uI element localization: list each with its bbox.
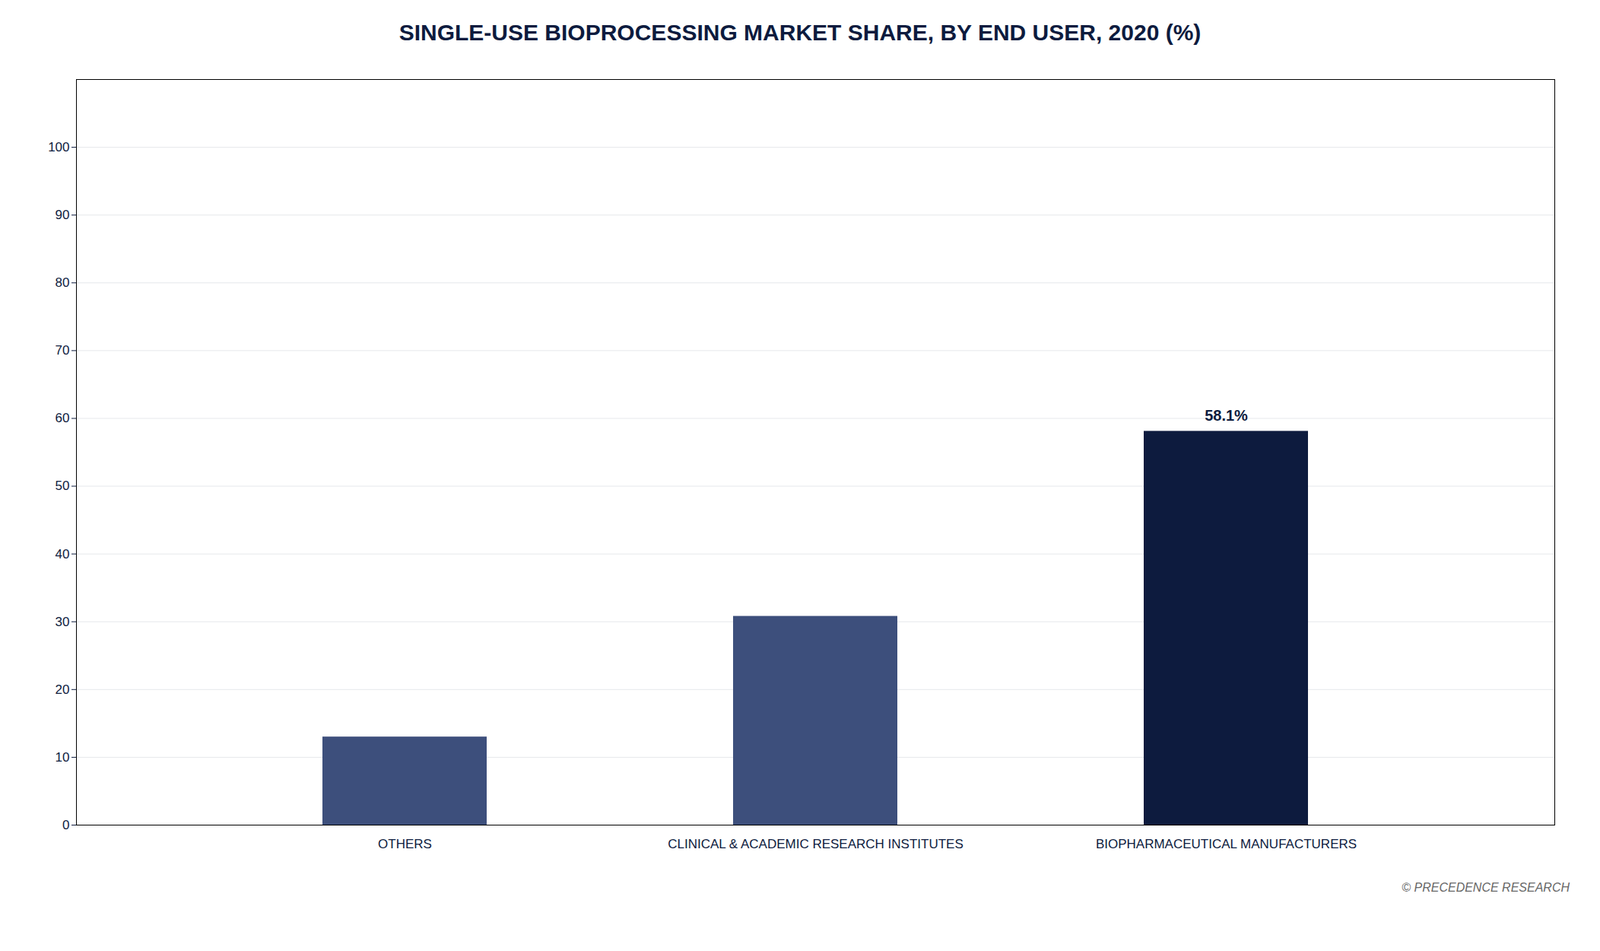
svg-text:70: 70 bbox=[55, 342, 70, 358]
svg-text:20: 20 bbox=[55, 682, 70, 697]
html-text:SINGLE-USE BIOPROCESSING MARKE: SINGLE-USE BIOPROCESSING MARKET SHARE, B… bbox=[399, 19, 1201, 45]
svg-text:10: 10 bbox=[55, 749, 70, 765]
svg-text:OTHERS: OTHERS bbox=[377, 836, 432, 851]
svg-text:0: 0 bbox=[62, 817, 70, 832]
svg-text:60: 60 bbox=[55, 410, 70, 426]
svg-text:58.1%: 58.1% bbox=[1204, 406, 1248, 424]
svg-text:BIOPHARMACEUTICAL MANUFACTURER: BIOPHARMACEUTICAL MANUFACTURERS bbox=[1095, 836, 1357, 851]
html-text:© PRECEDENCE RESEARCH: © PRECEDENCE RESEARCH bbox=[1401, 880, 1570, 894]
svg-text:50: 50 bbox=[55, 478, 70, 493]
svg-text:100: 100 bbox=[47, 139, 70, 155]
svg-text:90: 90 bbox=[55, 207, 70, 223]
svg-text:30: 30 bbox=[55, 614, 70, 629]
svg-text:80: 80 bbox=[55, 275, 70, 290]
svg-text:40: 40 bbox=[55, 546, 70, 562]
svg-text:CLINICAL & ACADEMIC RESEARCH I: CLINICAL & ACADEMIC RESEARCH INSTITUTES bbox=[667, 836, 964, 851]
